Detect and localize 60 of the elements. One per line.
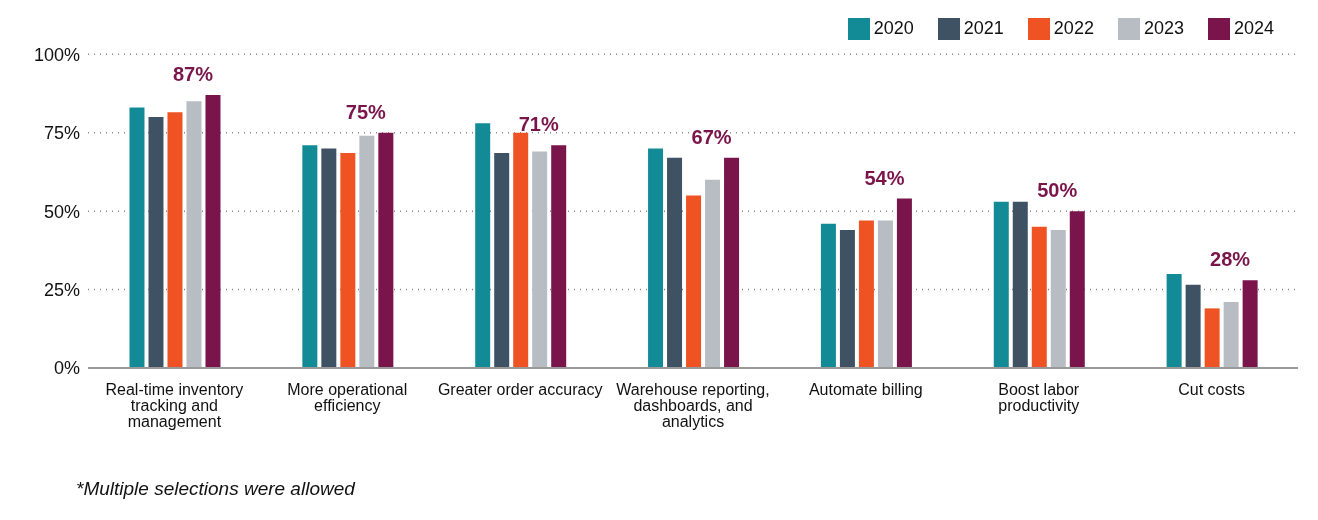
- x-tick-label: Automate billing: [808, 381, 923, 399]
- bar: [667, 157, 683, 368]
- bar: [896, 198, 912, 368]
- bar: [378, 132, 394, 368]
- text: *Multiple selections were allowed: [76, 478, 357, 500]
- data-label: 54%: [864, 166, 905, 189]
- x-tick-label: More operational efficiency: [287, 381, 408, 415]
- bar: [1012, 201, 1028, 368]
- bar: [513, 132, 529, 368]
- bar: [1185, 284, 1201, 368]
- y-tick-label: 100%: [33, 44, 80, 65]
- bar: [129, 107, 145, 368]
- bar: [205, 95, 221, 368]
- bar: [186, 101, 202, 368]
- bar: [686, 195, 702, 368]
- y-tick-label: 25%: [43, 279, 80, 300]
- bar: [532, 151, 548, 368]
- bar: [705, 179, 721, 368]
- legend-label: 2023: [1143, 18, 1184, 38]
- bar: [1050, 229, 1066, 368]
- data-label: 71%: [518, 113, 559, 136]
- bar: [1031, 226, 1047, 368]
- bar: [494, 153, 510, 368]
- bar: [167, 112, 183, 368]
- bar: [302, 145, 318, 368]
- data-label: 50%: [1037, 179, 1078, 202]
- x-tick-label: Warehouse reporting, dashboards, and analytics: [616, 381, 770, 431]
- bar: [724, 157, 740, 368]
- data-label: 87%: [172, 63, 214, 86]
- x-tick-label: Real-time inventory tracking and management: [105, 381, 244, 431]
- bar: [1069, 211, 1085, 368]
- bar: [340, 153, 356, 368]
- bar: [877, 220, 893, 368]
- y-tick-label: 0%: [53, 358, 80, 379]
- legend-label: 2021: [963, 18, 1004, 38]
- data-label: 28%: [1210, 248, 1251, 271]
- data-label: 75%: [345, 100, 387, 123]
- bar: [858, 220, 874, 368]
- bar: [993, 201, 1009, 368]
- x-tick-label: Cut costs: [1178, 381, 1245, 399]
- bar: [475, 123, 491, 368]
- bar: [359, 135, 375, 368]
- y-tick-label: 50%: [43, 201, 80, 222]
- bar: [839, 229, 855, 368]
- data-label: 67%: [691, 125, 732, 148]
- legend-label: 2020: [873, 18, 914, 38]
- x-tick-label: Greater order accuracy: [437, 381, 603, 399]
- bar: [1204, 308, 1220, 368]
- bar: [148, 117, 164, 368]
- legend-label: 2022: [1053, 18, 1094, 38]
- bar: [551, 145, 567, 368]
- bar: [1223, 302, 1239, 368]
- bar: [820, 223, 836, 368]
- legend-label: 2024: [1233, 18, 1274, 38]
- x-tick-label: Boost labor productivity: [998, 381, 1080, 415]
- bar: [321, 148, 337, 368]
- y-tick-label: 75%: [43, 123, 80, 144]
- bar: [1166, 273, 1182, 368]
- bar: [648, 148, 664, 368]
- bar: [1242, 280, 1258, 368]
